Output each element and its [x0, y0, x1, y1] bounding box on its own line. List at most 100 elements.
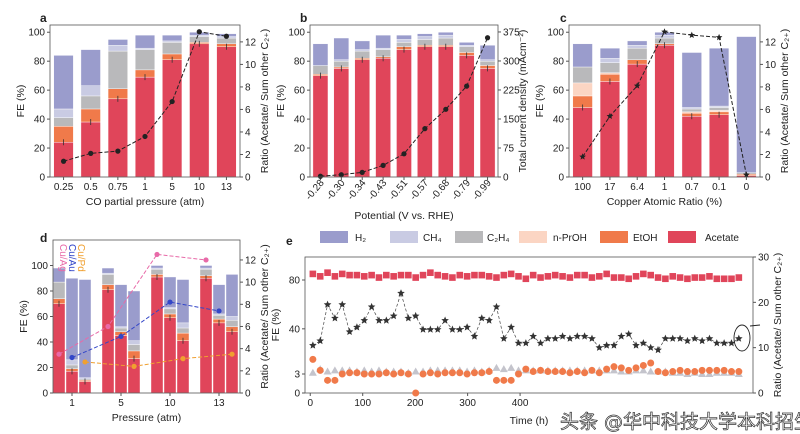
current-density-point	[422, 126, 428, 132]
y-right-tick-label: 20	[758, 298, 770, 309]
y-tick-label: 20	[294, 144, 306, 155]
ratio-cu-au-line	[71, 301, 220, 358]
acetate-point	[471, 271, 478, 279]
legend-label: n-PrOH	[553, 233, 587, 244]
y-tick-label: 20	[34, 144, 46, 155]
group-legend-label: Cu/Au	[66, 244, 77, 272]
bar-segment-ch4	[162, 40, 183, 43]
ratio-point	[558, 332, 567, 340]
arrow-icon	[749, 324, 761, 327]
bar-segment-h2	[709, 47, 730, 107]
y-tick-label: 20	[37, 363, 49, 374]
bar-segment-h2	[572, 43, 593, 68]
acetate-point	[463, 273, 471, 280]
y-tick-label: 80	[553, 57, 565, 68]
bar	[312, 43, 329, 178]
ratio-point	[579, 153, 586, 160]
acetate-point	[522, 275, 530, 283]
y-tick-label: 0	[558, 173, 564, 184]
ratio-point	[514, 339, 523, 347]
etoh-point	[456, 369, 464, 377]
acetate-point	[551, 271, 559, 279]
ratio-point	[691, 334, 699, 342]
acetate-point	[618, 274, 625, 281]
y-tick-label: 60	[553, 86, 565, 97]
bar-segment-acetate	[654, 45, 675, 178]
bar-segment-n-proh	[681, 111, 702, 114]
y-right-tick-label: 12	[765, 37, 777, 48]
panel-letter: e	[286, 234, 293, 248]
ratio-cu-pd-point	[180, 356, 186, 362]
bar	[654, 32, 675, 178]
bar-segment-ch4	[599, 58, 620, 63]
y-right-tick-label: 2	[245, 366, 251, 377]
y-tick-label: 80	[294, 57, 306, 68]
acetate-point	[390, 273, 397, 280]
ratio-point	[573, 332, 582, 340]
bar-segment-acetate	[127, 358, 141, 394]
bar-segment-h2	[163, 276, 177, 308]
ratio-point	[115, 148, 121, 154]
bar-segment-ch4	[709, 105, 730, 108]
y-tick-label: 60	[294, 86, 306, 97]
bar-segment-c2h4	[135, 49, 155, 71]
bar-segment-c2h4	[163, 308, 177, 315]
acetate-point	[603, 270, 610, 278]
ratio-cu-pd-point	[131, 363, 137, 369]
panel-letter: b	[300, 11, 307, 25]
bar-segment-acetate	[216, 46, 237, 178]
bar	[572, 43, 593, 178]
etoh-point	[331, 376, 339, 384]
acetate-point	[405, 271, 412, 279]
ratio-point	[500, 334, 508, 342]
bar-segment-h2	[354, 40, 370, 50]
bar-segment-acetate	[417, 46, 433, 178]
x-tick-label: 1	[662, 182, 668, 193]
c2h4-point	[323, 367, 332, 375]
bar-segment-c2h4	[572, 66, 593, 84]
etoh-point	[603, 365, 611, 373]
bar-segment-h2	[53, 55, 74, 110]
ratio-point	[646, 343, 655, 351]
x-tick-label: 13	[213, 398, 225, 409]
etoh-point	[727, 368, 735, 376]
etoh-point	[661, 369, 669, 377]
etoh-point	[669, 368, 677, 376]
plot-frame	[304, 256, 754, 394]
x-tick-label: 0.25	[54, 182, 74, 193]
acetate-point	[441, 273, 449, 280]
current-density-point	[443, 106, 449, 112]
ratio-point	[606, 112, 614, 119]
x-tick-label: -0.30	[325, 178, 348, 203]
ratio-point	[360, 316, 369, 324]
series-ratio	[309, 289, 743, 354]
ratio-point	[448, 325, 457, 333]
bar-segment-ch4	[80, 85, 101, 97]
highlight-ellipse	[733, 324, 751, 352]
bar-cu-au	[163, 276, 177, 394]
y-axis-label: FE (%)	[534, 85, 546, 118]
ratio-point	[661, 28, 668, 35]
bar-segment-acetate	[709, 114, 730, 178]
bar-segment-c2h4	[114, 327, 128, 333]
ratio-point	[668, 334, 677, 342]
bar-cu-pd	[176, 279, 190, 394]
bar-segment-acetate	[375, 58, 391, 178]
bar-segment-acetate	[225, 331, 239, 394]
acetate-point	[434, 271, 442, 279]
ratio-point	[223, 33, 230, 39]
etoh-point	[735, 368, 743, 376]
y-right-tick-label: 4	[765, 127, 771, 138]
etoh-point	[309, 355, 317, 363]
group-legend-label: Cu/Pd	[75, 244, 86, 272]
bar-cu-ag	[150, 265, 164, 394]
etoh-point	[375, 370, 383, 378]
acetate-point	[375, 274, 383, 281]
y-tick-label: 0	[39, 173, 45, 184]
bar-segment-ch4	[375, 47, 391, 50]
ratio-point	[323, 300, 332, 308]
etoh-point	[360, 370, 368, 378]
y-tick-label: 40	[294, 115, 306, 126]
